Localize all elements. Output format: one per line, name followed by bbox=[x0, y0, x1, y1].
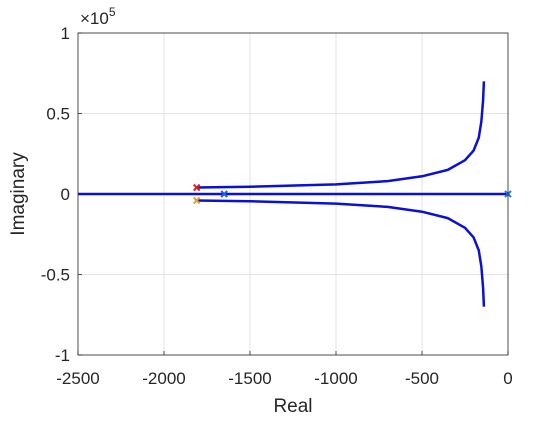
locus-branch bbox=[196, 199, 486, 307]
y-tick-label: 0.5 bbox=[46, 105, 70, 124]
x-tick-label: 0 bbox=[503, 369, 512, 388]
y-tick-label: 1 bbox=[61, 24, 70, 43]
pole-marker bbox=[220, 190, 228, 198]
axes-box bbox=[77, 32, 509, 356]
y-exponent-power: 5 bbox=[109, 5, 116, 19]
x-tick-label: -1000 bbox=[314, 369, 357, 388]
y-tick-label: -1 bbox=[55, 346, 70, 365]
locus-branch bbox=[196, 81, 486, 189]
pole-marker bbox=[192, 183, 201, 192]
y-exponent: ×105 bbox=[80, 5, 116, 28]
y-tick-label: -0.5 bbox=[41, 266, 70, 285]
x-tick-label: -2500 bbox=[56, 369, 99, 388]
pole-marker bbox=[192, 196, 201, 205]
y-axis-label: Imaginary bbox=[8, 152, 29, 236]
y-tick-label: 0 bbox=[61, 185, 70, 204]
x-axis-label: Real bbox=[273, 396, 312, 417]
y-exponent-base: ×10 bbox=[80, 9, 109, 28]
x-tick-label: -2000 bbox=[142, 369, 185, 388]
x-tick-label: -1500 bbox=[228, 369, 271, 388]
x-tick-label: -500 bbox=[405, 369, 439, 388]
